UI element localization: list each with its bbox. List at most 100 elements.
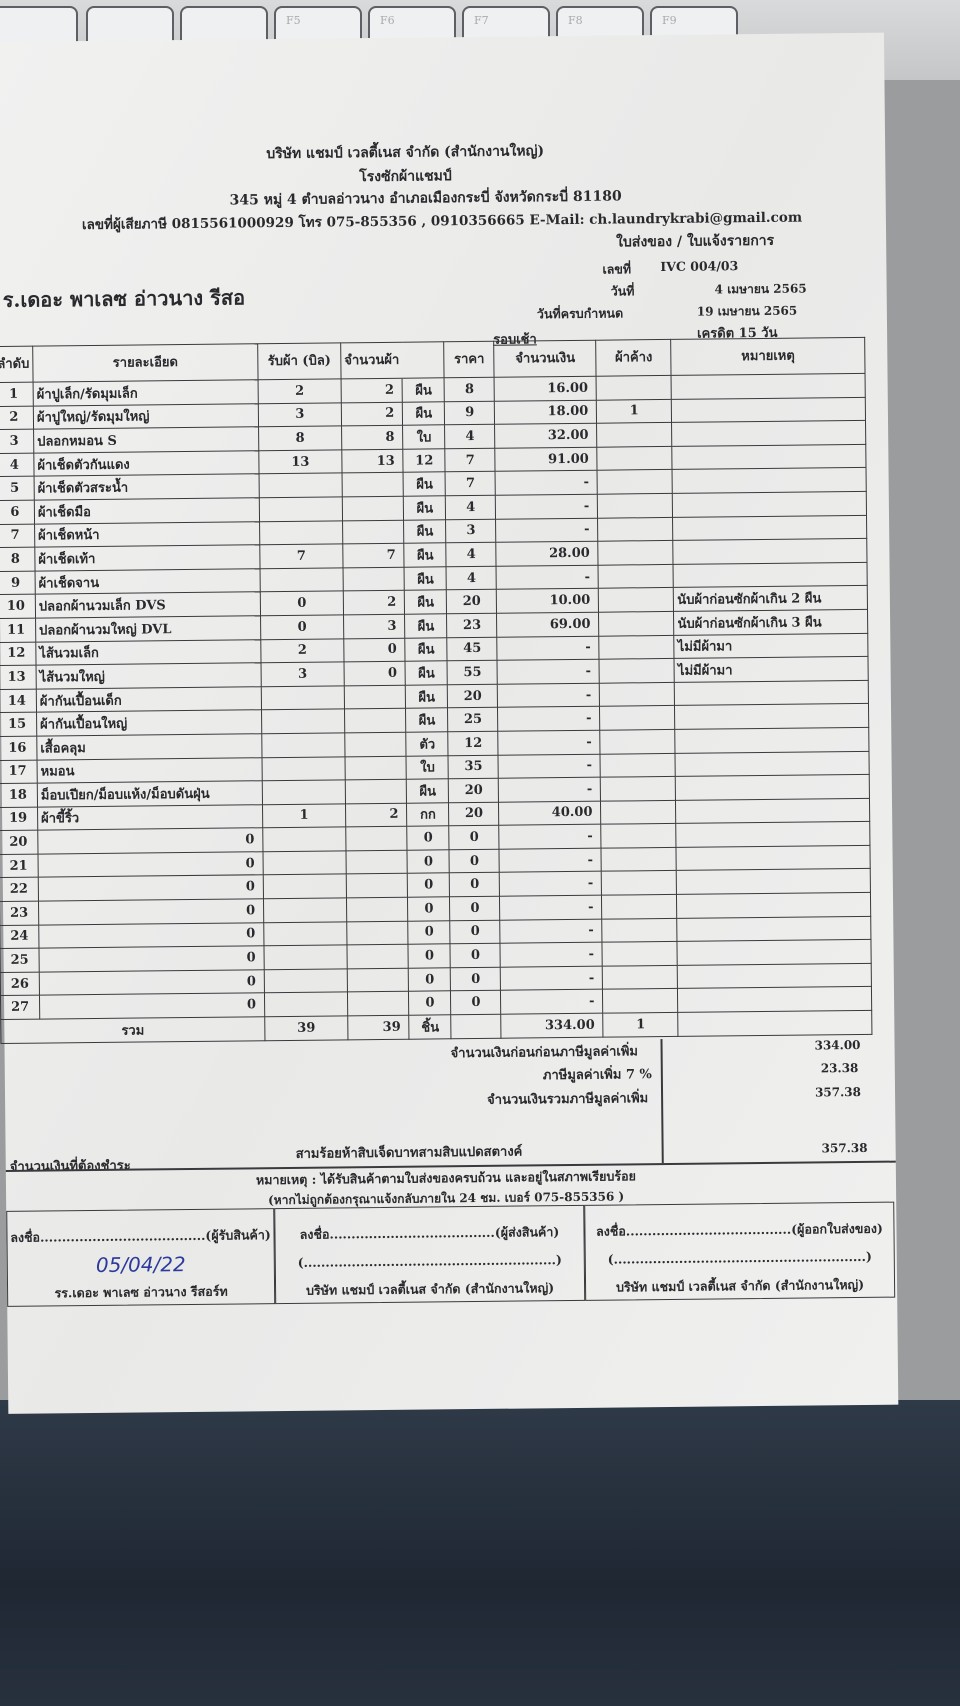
table-cell: 2 — [260, 638, 344, 663]
table-cell: 0 — [408, 967, 451, 992]
table-cell: - — [498, 777, 601, 802]
due-label: วันที่ครบกำหนด — [536, 305, 624, 322]
table-cell: 0 — [39, 993, 265, 1020]
table-cell: - — [497, 635, 600, 661]
table-cell — [596, 375, 672, 400]
table-cell — [347, 991, 410, 1016]
table-cell: นับผ้าก่อนซักผ้าเกิน 3 ผืน — [673, 609, 868, 635]
table-cell: 13 — [341, 449, 404, 474]
table-cell — [346, 873, 408, 898]
table-cell: 23 — [0, 901, 39, 926]
table-cell: 16.00 — [494, 376, 597, 401]
table-cell: 1 — [0, 382, 34, 407]
table-cell: 91.00 — [495, 446, 598, 472]
table-cell: ตัว — [406, 731, 449, 756]
issuer-paren: (.......................................… — [607, 1248, 872, 1267]
table-cell: 8 — [341, 425, 404, 450]
pre-vat-amount: 334.00 — [814, 1037, 861, 1053]
table-cell: 8 — [444, 377, 495, 402]
table-cell — [264, 992, 348, 1017]
table-cell: 0 — [37, 851, 264, 878]
column-header: จำนวนเงิน — [494, 340, 597, 378]
table-cell: 15 — [0, 712, 37, 737]
table-cell: ผืน — [403, 495, 446, 520]
table-cell — [598, 587, 674, 613]
table-cell: 9 — [0, 570, 36, 595]
table-cell: 45 — [447, 636, 498, 661]
table-cell — [677, 939, 872, 966]
table-cell: ใบ — [406, 755, 449, 780]
table-cell — [262, 827, 346, 852]
table-cell: 3 — [258, 402, 342, 427]
doc-no-label: เลขที่ — [602, 261, 632, 277]
table-cell: ผืน — [404, 613, 448, 638]
table-cell — [602, 918, 678, 943]
table-cell: 35 — [448, 754, 499, 779]
table-cell: 3 — [343, 614, 406, 639]
table-cell: - — [499, 871, 602, 897]
table-cell — [342, 472, 404, 497]
table-cell: 0 — [407, 826, 450, 851]
table-cell: 0 — [408, 991, 452, 1016]
column-header: ลำดับ — [0, 346, 34, 383]
table-cell: 0 — [38, 922, 264, 949]
table-cell — [263, 945, 348, 970]
table-cell: 0 — [449, 849, 500, 874]
table-cell: ผ้าปูเล็ก/รัดมุมเล็ก — [33, 379, 259, 406]
table-cell — [672, 467, 867, 494]
receiver-signature-box: ลงชื่อ..................................… — [6, 1208, 276, 1307]
vat-amount: 23.38 — [820, 1061, 859, 1076]
table-cell: 69.00 — [496, 612, 600, 637]
table-cell: 25 — [0, 948, 40, 973]
table-cell: ปลอกผ้านวมใหญ่ DVL — [35, 615, 261, 642]
table-cell: 0 — [450, 919, 501, 945]
table-cell: ไม่มีผ้ามา — [674, 656, 869, 683]
table-cell: ผืน — [404, 590, 447, 615]
table-cell: - — [497, 706, 601, 732]
table-cell: - — [499, 895, 603, 920]
due-date: 19 เมษายน 2565 — [696, 303, 798, 319]
table-cell: ผืน — [405, 684, 448, 709]
table-cell: 18 — [0, 783, 38, 808]
table-cell — [672, 514, 867, 541]
table-cell: - — [495, 470, 598, 496]
table-cell: 4 — [0, 452, 35, 477]
column-header: รายละเอียด — [32, 343, 259, 383]
table-cell: ผืน — [402, 377, 445, 402]
table-cell: ผ้าปูใหญ่/รัดมุมใหญ่ — [33, 403, 259, 430]
invoice-paper: บริษัท แชมป์ เวลตี้เนส จำกัด (สำนักงานให… — [0, 32, 899, 1414]
table-cell — [346, 944, 409, 969]
issuer-org: บริษัท แชมป์ เวลตี้เนส จำกัด (สำนักงานให… — [615, 1276, 865, 1295]
table-cell: 27 — [0, 995, 40, 1020]
total-amount: 334.00 — [501, 1013, 604, 1038]
table-cell: 4 — [446, 542, 497, 567]
column-header — [402, 341, 445, 379]
table-cell: 7 — [445, 448, 496, 473]
table-cell: 2 — [345, 802, 408, 828]
table-cell — [259, 473, 343, 498]
table-cell — [342, 519, 405, 545]
table-cell: ผ้าขี้ริ้ว — [37, 804, 263, 831]
table-cell: 4 — [444, 424, 496, 449]
table-cell: 0 — [39, 969, 265, 996]
column-header: รับผ้า (บิล) — [257, 342, 342, 380]
table-cell: 0 — [450, 990, 502, 1015]
table-cell: ปลอกผ้านวมเล็ก DVS — [35, 592, 261, 619]
table-cell: - — [500, 918, 603, 944]
table-cell: - — [498, 753, 601, 779]
table-cell — [597, 469, 673, 495]
table-cell: ผืน — [403, 472, 446, 497]
table-cell: 7 — [259, 544, 343, 569]
table-cell: 20 — [448, 801, 500, 827]
table-cell — [675, 727, 869, 753]
table-cell — [599, 634, 675, 660]
table-cell: ไส้นวมเล็ก — [35, 639, 261, 666]
table-cell — [342, 496, 404, 521]
doc-no: IVC 004/03 — [660, 258, 739, 275]
sender-paren: (.......................................… — [297, 1252, 562, 1270]
table-cell — [599, 705, 676, 731]
table-cell: 0 — [449, 872, 500, 897]
payable-amount: 357.38 — [821, 1140, 868, 1156]
table-cell — [451, 1014, 502, 1039]
table-cell: - — [496, 564, 599, 590]
